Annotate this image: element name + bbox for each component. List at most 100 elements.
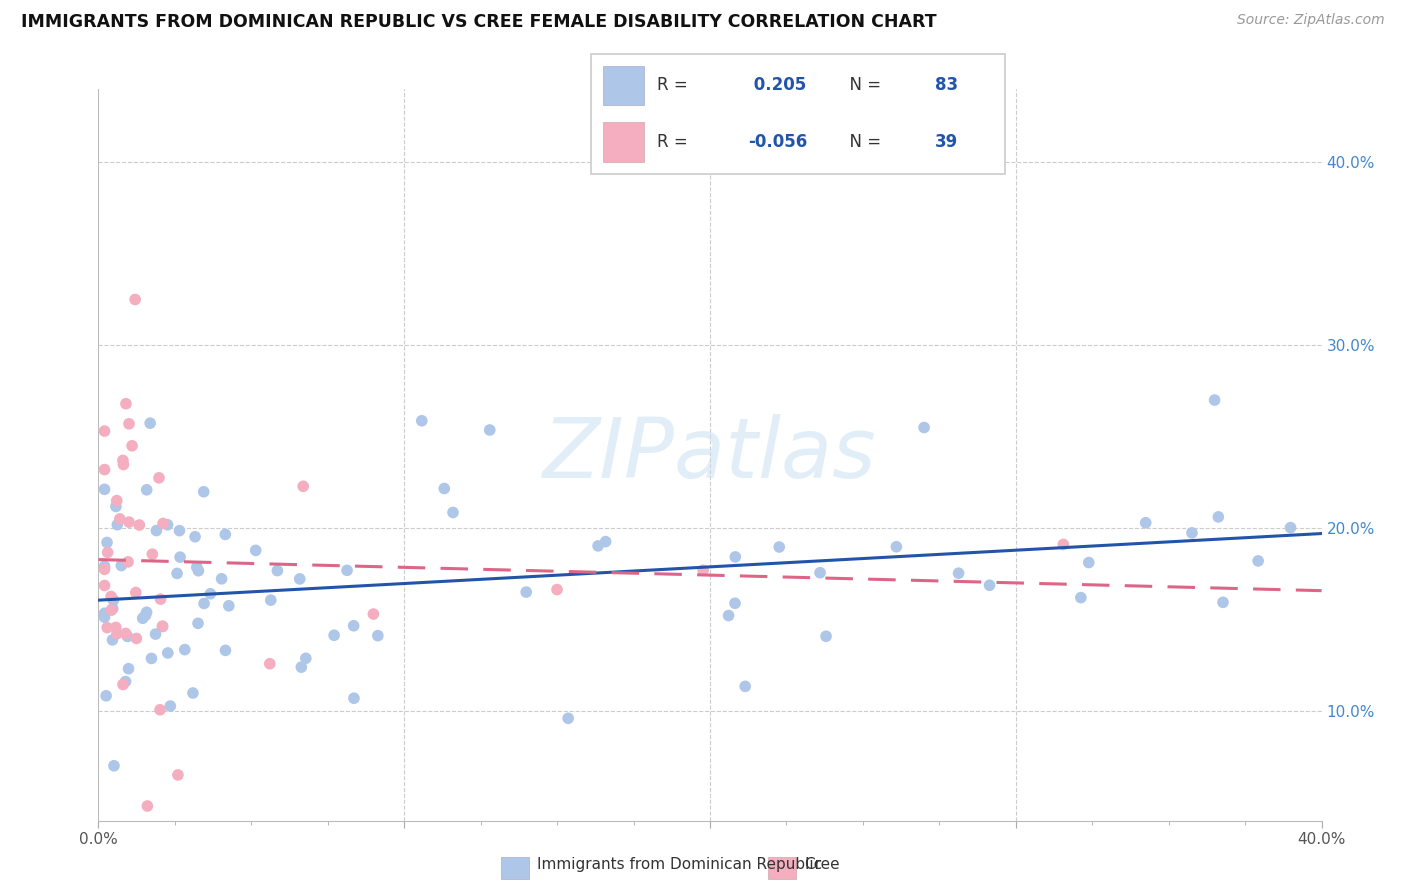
Text: Cree: Cree	[804, 857, 839, 872]
Point	[595, 534, 617, 549]
Point	[245, 543, 267, 558]
Point	[135, 605, 157, 619]
Point	[948, 566, 970, 581]
Point	[886, 540, 908, 554]
Point	[117, 629, 139, 643]
Point	[211, 572, 233, 586]
Point	[141, 651, 163, 665]
Point	[96, 535, 118, 549]
Point	[148, 471, 170, 485]
Point	[515, 585, 537, 599]
Point	[1208, 509, 1230, 524]
Point	[145, 524, 167, 538]
Point	[343, 691, 366, 706]
Point	[118, 417, 141, 431]
Point	[186, 560, 208, 574]
Bar	[501, 857, 529, 879]
Point	[121, 439, 143, 453]
Point	[118, 515, 141, 529]
Point	[114, 674, 136, 689]
Text: 39: 39	[935, 133, 957, 151]
Point	[94, 689, 117, 703]
Bar	[603, 122, 644, 161]
Point	[546, 582, 568, 597]
Point	[93, 562, 115, 576]
Point	[135, 483, 157, 497]
Point	[169, 550, 191, 565]
Point	[93, 610, 115, 624]
Point	[149, 703, 172, 717]
Point	[193, 596, 215, 610]
Point	[145, 627, 167, 641]
Point	[734, 679, 756, 693]
Point	[1204, 392, 1226, 407]
Point	[104, 500, 127, 514]
Point	[125, 632, 148, 646]
Point	[260, 593, 283, 607]
Point	[152, 619, 174, 633]
Text: Source: ZipAtlas.com: Source: ZipAtlas.com	[1237, 13, 1385, 28]
Point	[108, 512, 131, 526]
Point	[815, 629, 838, 643]
Point	[295, 651, 318, 665]
Point	[586, 539, 609, 553]
Point	[110, 558, 132, 573]
Point	[101, 601, 124, 615]
Point	[433, 482, 456, 496]
Bar	[603, 66, 644, 105]
Text: R =: R =	[657, 133, 693, 151]
Point	[125, 585, 148, 599]
Point	[101, 632, 124, 647]
Point	[169, 524, 191, 538]
Point	[367, 629, 389, 643]
Point	[136, 799, 159, 814]
Text: 83: 83	[935, 77, 957, 95]
Point	[93, 607, 115, 621]
Point	[105, 517, 128, 532]
Point	[214, 527, 236, 541]
Point	[124, 293, 146, 307]
Point	[156, 517, 179, 532]
Point	[159, 699, 181, 714]
Point	[218, 599, 240, 613]
Point	[266, 564, 288, 578]
Point	[134, 608, 156, 623]
Text: R =: R =	[657, 77, 693, 95]
Point	[105, 493, 128, 508]
Point	[139, 416, 162, 430]
FancyBboxPatch shape	[591, 54, 1005, 174]
Point	[141, 547, 163, 561]
Point	[717, 608, 740, 623]
Point	[131, 611, 153, 625]
Text: ZIPatlas: ZIPatlas	[543, 415, 877, 495]
Point	[167, 768, 190, 782]
Point	[441, 505, 464, 519]
Point	[104, 620, 127, 634]
Point	[152, 619, 174, 633]
Point	[105, 627, 128, 641]
Point	[343, 619, 366, 633]
Point	[173, 642, 195, 657]
Point	[979, 578, 1001, 592]
Point	[193, 484, 215, 499]
Point	[288, 572, 311, 586]
Point	[103, 593, 125, 607]
Point	[103, 758, 125, 772]
Point	[114, 626, 136, 640]
Point	[724, 596, 747, 610]
Point	[181, 686, 204, 700]
Point	[93, 559, 115, 574]
Point	[912, 420, 935, 434]
Point	[115, 397, 138, 411]
Point	[1181, 525, 1204, 540]
Point	[323, 628, 346, 642]
Point	[111, 677, 134, 691]
Point	[100, 603, 122, 617]
Point	[292, 479, 315, 493]
Point	[187, 564, 209, 578]
Point	[117, 555, 139, 569]
Point	[336, 563, 359, 577]
Point	[1135, 516, 1157, 530]
Text: IMMIGRANTS FROM DOMINICAN REPUBLIC VS CREE FEMALE DISABILITY CORRELATION CHART: IMMIGRANTS FROM DOMINICAN REPUBLIC VS CR…	[21, 13, 936, 31]
Text: N =: N =	[839, 133, 887, 151]
